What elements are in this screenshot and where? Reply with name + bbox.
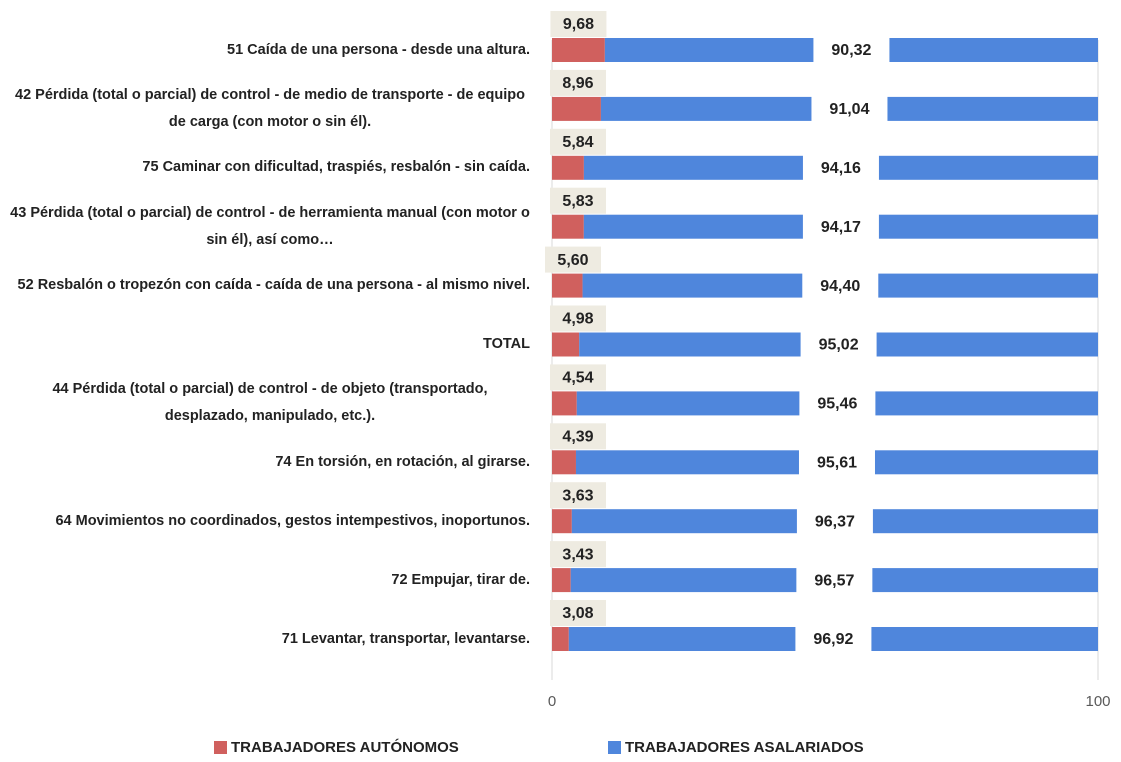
value-label-bg: [802, 272, 879, 299]
category-label: 42 Pérdida (total o parcial) de control …: [15, 86, 525, 130]
category-label-box: 75 Caminar con dificultad, traspiés, res…: [0, 140, 530, 196]
value-label-bg: [798, 449, 875, 476]
value-label: 3,08: [562, 605, 593, 622]
value-label-bg: [550, 482, 606, 509]
legend-swatch: [608, 741, 621, 754]
category-label-box: 43 Pérdida (total o parcial) de control …: [0, 199, 530, 255]
value-label: 8,96: [562, 75, 593, 92]
value-label-bg: [550, 364, 606, 391]
category-label-box: 74 En torsión, en rotación, al girarse.: [0, 434, 530, 490]
category-label: 64 Movimientos no coordinados, gestos in…: [55, 512, 530, 529]
x-tick-label: 0: [548, 693, 556, 710]
category-label-box: 52 Resbalón o tropezón con caída - caída…: [0, 258, 530, 314]
value-label-bg: [550, 128, 606, 155]
value-label-bg: [545, 246, 601, 273]
bar-segment: [552, 96, 601, 121]
category-label-box: 71 Levantar, transportar, levantarse.: [0, 611, 530, 667]
category-label-box: TOTAL: [0, 317, 530, 373]
value-label-bg: [550, 600, 606, 626]
value-label: 96,92: [813, 631, 853, 648]
value-label: 94,40: [820, 278, 860, 295]
value-label: 96,37: [815, 513, 855, 530]
value-label: 96,57: [814, 572, 854, 589]
value-label: 3,63: [562, 487, 593, 504]
value-label: 95,61: [817, 455, 857, 472]
value-label: 94,17: [821, 219, 861, 236]
bar-segment: [552, 509, 572, 534]
category-label: 75 Caminar con dificultad, traspiés, res…: [142, 159, 530, 176]
value-label-bg: [796, 567, 873, 594]
category-label: 51 Caída de una persona - desde una altu…: [227, 41, 530, 58]
bar-segment: [552, 568, 571, 593]
bar-segment: [552, 273, 583, 298]
value-label: 5,83: [562, 193, 593, 210]
bar-segment: [552, 450, 576, 475]
value-label: 4,54: [562, 370, 593, 387]
value-label: 91,04: [829, 101, 869, 118]
category-label-box: 72 Empujar, tirar de.: [0, 552, 530, 608]
category-label-box: 64 Movimientos no coordinados, gestos in…: [0, 493, 530, 549]
value-label-bg: [799, 390, 876, 417]
legend-label: TRABAJADORES AUTÓNOMOS: [231, 738, 459, 756]
value-label-bg: [550, 69, 606, 96]
value-label-bg: [550, 541, 606, 568]
value-label-bg: [795, 626, 872, 652]
value-label: 90,32: [831, 42, 871, 59]
legend-label: TRABAJADORES ASALARIADOS: [625, 739, 864, 756]
category-label: 43 Pérdida (total o parcial) de control …: [10, 204, 530, 248]
value-label-bg: [802, 154, 879, 181]
value-label-bg: [811, 95, 888, 122]
category-label: 44 Pérdida (total o parcial) de control …: [52, 381, 488, 425]
bar-segment: [552, 38, 605, 62]
value-label: 94,16: [821, 160, 861, 177]
value-label: 95,46: [817, 396, 857, 413]
category-label: 72 Empujar, tirar de.: [391, 571, 530, 588]
value-label: 9,68: [563, 16, 594, 33]
bar-segment: [552, 332, 580, 357]
category-label: 52 Resbalón o tropezón con caída - caída…: [17, 277, 530, 294]
value-label: 5,84: [562, 134, 593, 151]
bar-segment: [552, 214, 584, 239]
value-label-bg: [802, 213, 879, 240]
value-label-bg: [800, 331, 877, 358]
category-label-box: 42 Pérdida (total o parcial) de control …: [0, 81, 530, 137]
category-label-box: 51 Caída de una persona - desde una altu…: [0, 22, 530, 78]
bar-segment: [552, 391, 577, 416]
value-label-bg: [550, 423, 606, 450]
value-label-bg: [813, 37, 890, 63]
category-label: 71 Levantar, transportar, levantarse.: [281, 630, 530, 647]
value-label-bg: [796, 508, 873, 535]
value-label: 95,02: [819, 337, 859, 354]
value-label: 5,60: [557, 252, 588, 269]
value-label: 3,43: [562, 546, 593, 563]
legend-swatch: [214, 741, 227, 754]
value-label: 4,39: [562, 429, 593, 446]
bar-segment: [552, 627, 569, 651]
value-label-bg: [550, 187, 606, 214]
value-label-bg: [550, 305, 606, 332]
category-label: TOTAL: [483, 336, 530, 352]
bar-segment: [552, 155, 584, 180]
category-label-box: 44 Pérdida (total o parcial) de control …: [0, 375, 530, 431]
x-tick-label: 100: [1085, 693, 1110, 710]
value-label-bg: [550, 11, 607, 37]
value-label: 4,98: [562, 311, 593, 328]
category-label: 74 En torsión, en rotación, al girarse.: [275, 453, 530, 470]
